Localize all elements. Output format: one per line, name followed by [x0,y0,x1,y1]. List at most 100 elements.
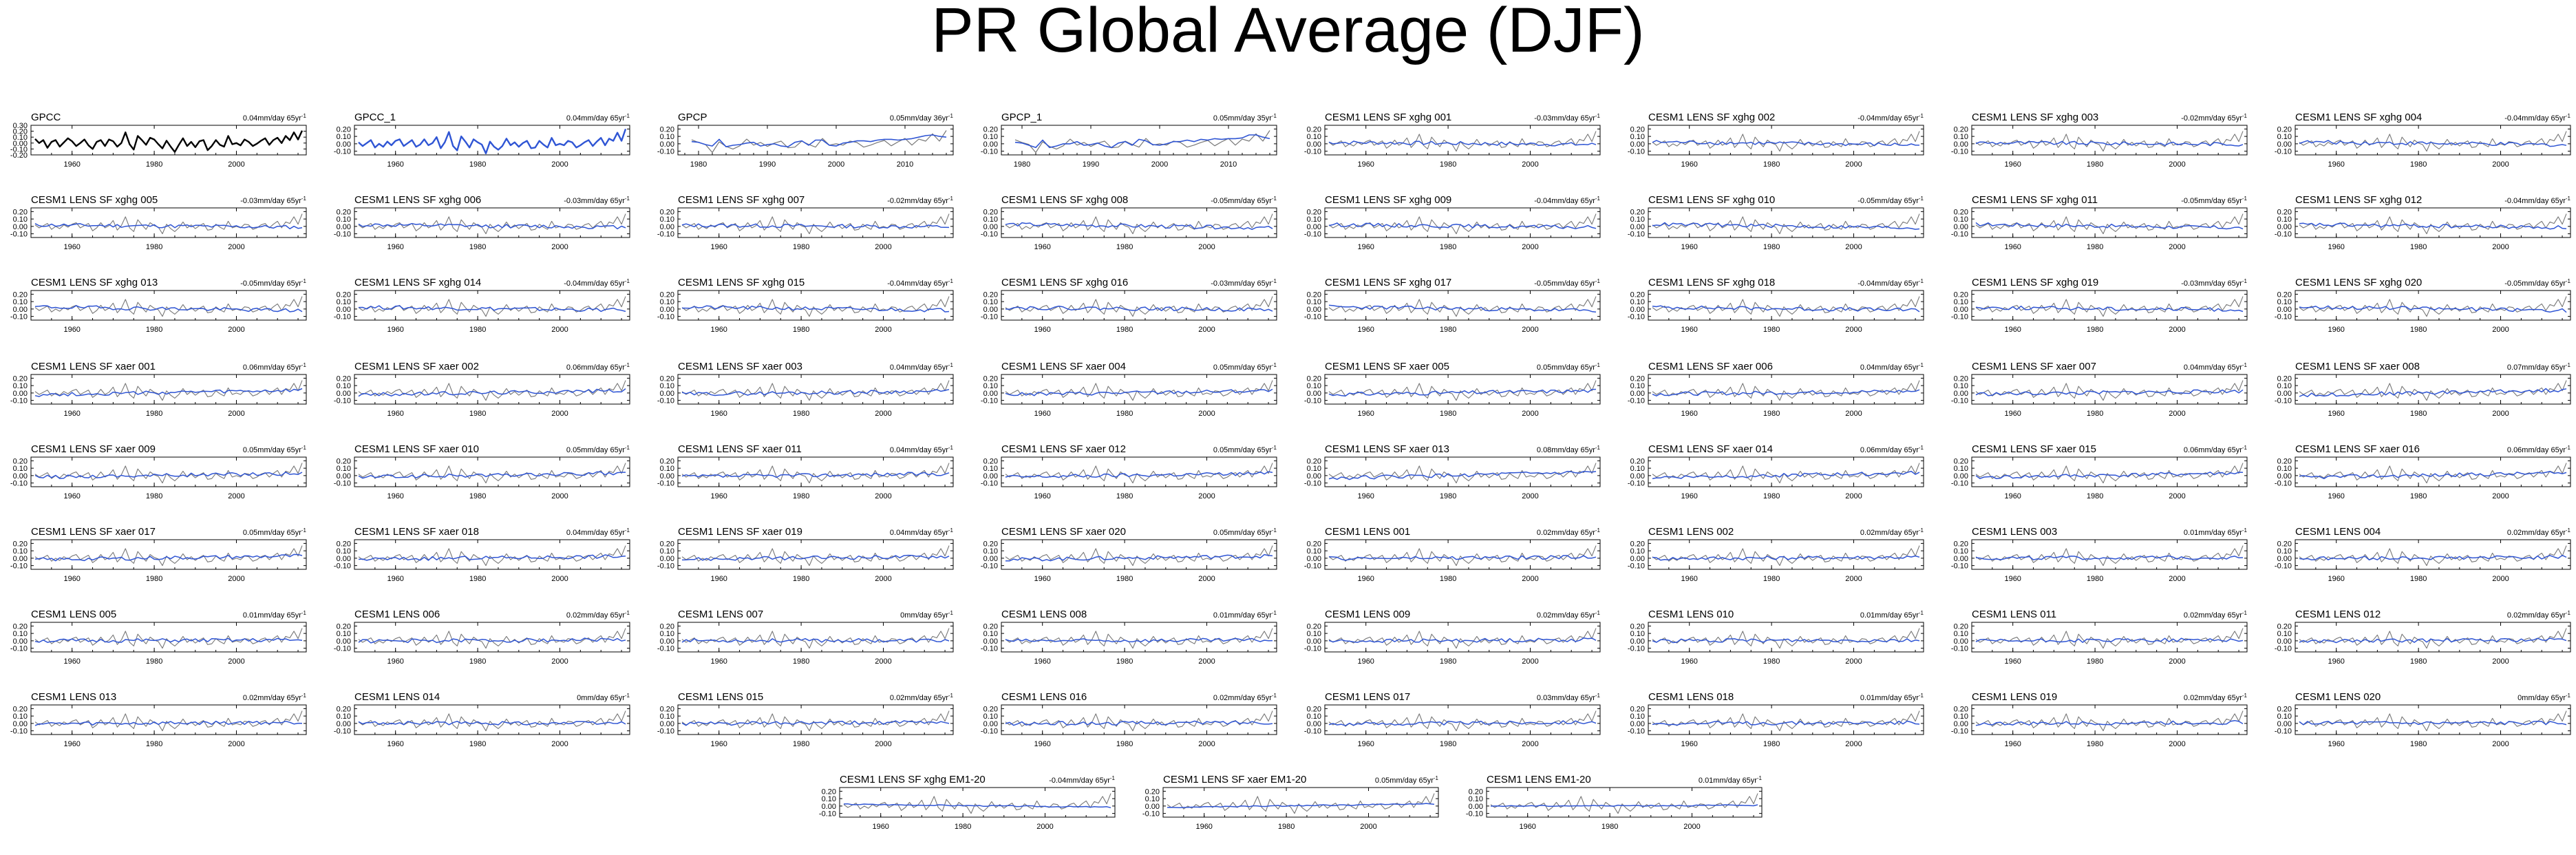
trend-exponent: -1 [301,445,307,451]
panel-title: CESM1 LENS SF xaer 003 [678,361,802,372]
y-tick-label: 0.20 [660,540,674,548]
panel-trend: 0.02mm/day 65yr-1 [2507,610,2571,620]
plot-frame [1001,456,1277,487]
x-tick-label: 1980 [793,326,809,334]
chart-panel: CESM1 LENS SF xaer 007 0.04mm/day 65yr-1 0… [1951,361,2248,418]
y-tick-label: -0.10 [1628,313,1645,321]
y-tick-label: 0.10 [1954,630,1968,638]
panel-title: CESM1 LENS SF xaer 020 [1001,526,1126,538]
y-tick-label: 0.00 [660,637,674,646]
x-tick-label: 1960 [1034,492,1050,500]
y-tick-label: 0.00 [983,472,998,481]
x-tick-label: 1980 [2087,410,2103,418]
y-tick-label: -0.10 [334,148,351,156]
chart-panel: CESM1 LENS SF xaer 012 0.05mm/day 65yr-1 0… [981,443,1277,500]
trend-exponent: -1 [2242,445,2248,451]
model-series-line [2299,471,2567,480]
panel-trend: 0.02mm/day 65yr-1 [1537,527,1601,537]
y-tick-label: 0.00 [660,390,674,398]
panel-title: CESM1 LENS SF xghg 008 [1001,194,1128,206]
y-tick-label: 0.10 [1307,465,1321,473]
y-tick-label: -0.10 [334,645,351,653]
observed-reference-line [1005,463,1273,484]
panel-title: CESM1 LENS SF xghg 007 [678,194,805,206]
x-tick-label: 1980 [146,740,162,748]
model-series-line [1005,720,1273,726]
trend-exponent: -1 [1919,113,1924,119]
y-tick-label: 0.20 [983,540,998,548]
y-tick-label: 0.00 [13,555,28,563]
observed-reference-line [2299,131,2567,152]
chart-panel: CESM1 LENS SF xaer 017 0.05mm/day 65yr-1 0… [10,526,307,583]
plot-frame [1971,374,2248,405]
x-tick-label: 1960 [63,657,80,666]
panel-trend: 0.04mm/day 65yr-1 [243,113,307,123]
panel-trend: 0mm/day 65yr-1 [2518,693,2570,702]
plot-frame [30,207,307,238]
x-tick-label: 1990 [759,160,776,169]
x-tick-label: 2000 [1683,823,1700,831]
model-series-line [1005,471,1273,478]
x-tick-label: 1960 [63,740,80,748]
y-tick-label: 0.10 [983,133,998,141]
y-tick-label: 0.10 [660,547,674,556]
y-tick-label: -0.10 [334,397,351,405]
y-tick-label: 0.10 [660,298,674,306]
plot-frame [1648,539,1924,570]
plot-frame [30,704,307,735]
trend-exponent: -1 [1919,610,1924,616]
y-tick-label: 0.10 [337,630,351,638]
trend-exponent: -1 [2566,527,2571,534]
plot-frame [2295,622,2571,653]
y-tick-label: -0.10 [334,562,351,571]
x-tick-label: 2000 [1845,657,1862,666]
y-tick-label: 0.10 [1630,133,1645,141]
y-tick-label: 0.00 [983,223,998,231]
chart-panel: CESM1 LENS SF xghg 001 -0.03mm/day 65yr-1… [1304,112,1601,169]
model-series-line [1328,222,1597,230]
y-tick-label: 0.00 [660,472,674,481]
panel-trend: -0.04mm/day 65yr-1 [1858,278,1924,288]
panel-trend: -0.05mm/day 65yr-1 [240,278,306,288]
x-tick-label: 1960 [1357,410,1374,418]
x-tick-label: 1980 [1440,657,1456,666]
y-tick-label: 0.00 [1630,472,1645,481]
y-tick-label: 0.20 [1145,788,1160,796]
y-tick-label: 0.00 [1630,223,1645,231]
y-tick-label: -0.10 [334,480,351,488]
trend-exponent: -1 [1919,445,1924,451]
y-tick-label: 0.20 [1630,208,1645,216]
y-tick-label: 0.10 [337,712,351,721]
y-tick-label: 0.10 [2277,215,2292,224]
trend-exponent: -1 [1272,610,1277,616]
x-tick-label: 2000 [1151,160,1168,169]
x-tick-label: 2000 [228,243,244,251]
panel-title: CESM1 LENS 015 [678,691,763,703]
y-tick-label: 0.20 [13,540,28,548]
y-tick-label: 0.20 [1630,705,1645,713]
x-tick-label: 1980 [469,657,486,666]
y-tick-label: 0.20 [13,128,28,136]
y-tick-label: 0.10 [1307,298,1321,306]
panel-title: CESM1 LENS SF xghg 013 [31,277,158,288]
model-series-line [358,222,626,230]
x-tick-label: 2000 [551,492,568,500]
panel-title: CESM1 LENS SF xaer 014 [1648,443,1773,455]
y-tick-label: 0.20 [983,291,998,299]
y-tick-label: -0.10 [1304,645,1321,653]
x-tick-label: 1960 [1357,160,1374,169]
x-tick-label: 1960 [2004,160,2021,169]
y-tick-label: 0.20 [660,208,674,216]
trend-exponent: -1 [2566,278,2571,284]
y-tick-label: 0.00 [983,555,998,563]
y-tick-label: 0.00 [13,306,28,314]
y-tick-label: -0.10 [981,148,998,156]
x-tick-label: 2000 [2169,160,2185,169]
x-tick-label: 1960 [2328,160,2344,169]
y-tick-label: 0.20 [1954,208,1968,216]
x-tick-label: 1980 [146,492,162,500]
panel-title: CESM1 LENS 010 [1648,609,1734,620]
y-tick-label: 0.10 [660,215,674,224]
trend-exponent: -1 [1595,196,1601,202]
panel-title: GPCP [678,112,707,123]
